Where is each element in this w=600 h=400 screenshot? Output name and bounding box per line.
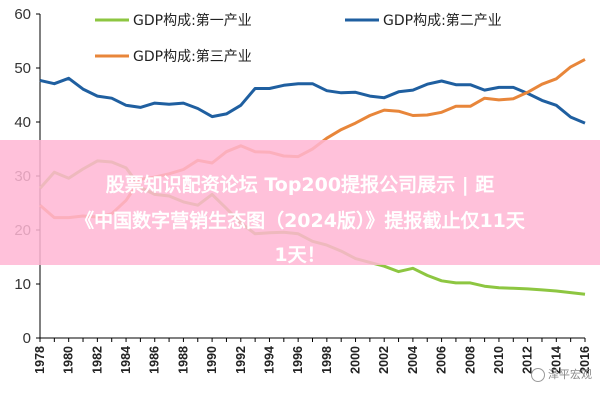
x-tick-label: 1994 [262, 346, 276, 374]
x-tick-label: 2006 [435, 346, 449, 374]
x-tick-label: 2002 [377, 346, 391, 374]
source-watermark: 泽平宏观 [531, 366, 592, 382]
wechat-icon [531, 368, 545, 382]
x-tick-label: 1978 [33, 346, 47, 374]
x-tick-label: 2010 [492, 346, 506, 374]
x-tick-label: 1984 [119, 346, 133, 374]
x-tick-label: 1996 [291, 346, 305, 374]
y-tick-label: 60 [14, 6, 31, 23]
x-tick-label: 1988 [176, 346, 190, 374]
legend-label-3: GDP构成:第三产业 [133, 48, 252, 65]
x-tick-label: 2014 [549, 346, 563, 374]
x-tick-label: 2012 [521, 346, 535, 374]
promo-banner-overlay[interactable]: 股票知识配资论坛 Top200提报公司展示 | 距 《中国数字营销生态图（202… [0, 140, 600, 265]
x-tick-label: 1980 [62, 346, 76, 374]
x-tick-label: 1986 [148, 346, 162, 374]
x-tick-label: 1998 [320, 346, 334, 374]
y-tick-label: 10 [14, 276, 31, 293]
x-tick-label: 2004 [406, 346, 420, 374]
promo-line-1: 股票知识配资论坛 Top200提报公司展示 | 距 [105, 174, 495, 196]
x-tick-label: 1982 [90, 346, 104, 374]
chart-legend: GDP构成:第一产业 GDP构成:第二产业 GDP构成:第三产业 [95, 12, 502, 65]
promo-line-3: 1天！ [274, 244, 326, 265]
y-tick-label: 50 [14, 60, 31, 77]
series-line-2 [39, 76, 586, 125]
x-tick-label: 2000 [349, 346, 363, 374]
promo-line-2: 《中国数字营销生态图（2024版）》提报截止仅11天 [75, 210, 525, 232]
y-tick-label: 0 [23, 330, 31, 347]
legend-label-2: GDP构成:第二产业 [383, 12, 502, 29]
legend-label-1: GDP构成:第一产业 [133, 12, 252, 29]
watermark-text: 泽平宏观 [548, 368, 592, 381]
x-tick-label: 2008 [463, 346, 477, 374]
x-tick-label: 1992 [234, 346, 248, 374]
y-tick-label: 40 [14, 114, 31, 131]
x-tick-label: 1990 [205, 346, 219, 374]
x-tick-label: 2016 [578, 346, 592, 374]
